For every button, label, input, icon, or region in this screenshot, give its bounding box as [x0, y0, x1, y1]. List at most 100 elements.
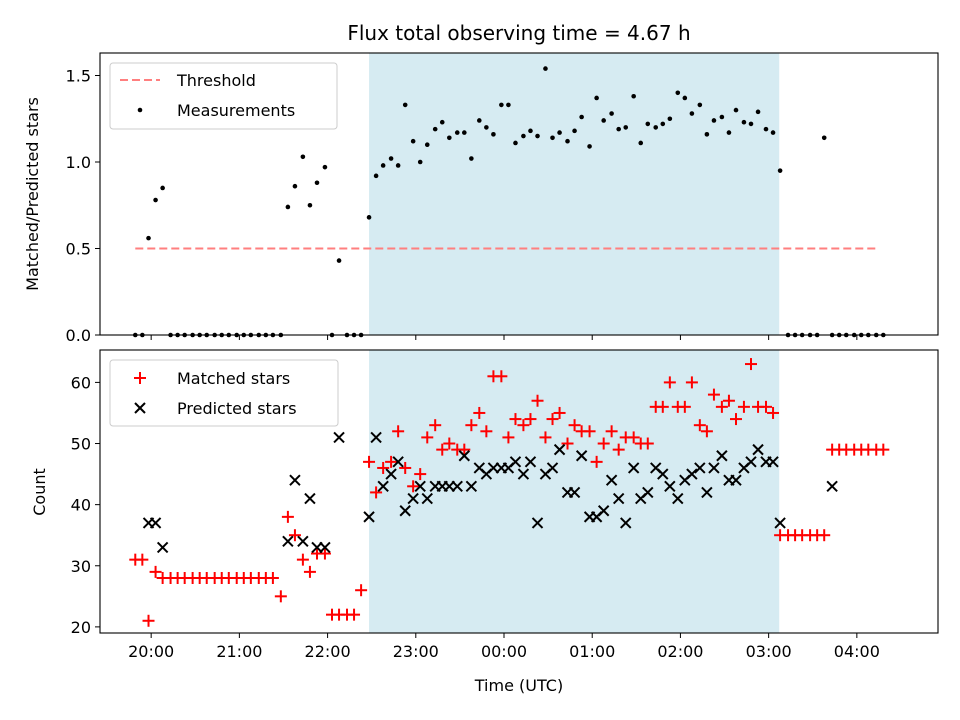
legend-predicted-swatch	[134, 402, 146, 414]
measurement-point	[623, 125, 629, 130]
measurement-point	[454, 130, 460, 135]
top-ytick-label-1: 0.5	[66, 239, 91, 258]
predicted-star-point	[509, 456, 522, 468]
measurement-point	[704, 132, 710, 137]
bottom-ytick-label-0: 20	[71, 618, 91, 637]
matched-star-point	[355, 584, 368, 597]
measurement-point	[579, 114, 584, 120]
matched-star-point	[370, 486, 383, 499]
measurement-point	[402, 102, 408, 108]
top-panel-frame	[99, 52, 939, 336]
matched-star-point	[524, 413, 537, 426]
matched-star-point	[377, 461, 390, 474]
matched-star-point	[407, 480, 420, 493]
measurement-point	[528, 128, 533, 134]
measurement-point	[572, 128, 577, 134]
matched-star-point	[465, 419, 478, 432]
measurement-point	[601, 118, 606, 123]
predicted-star-point	[716, 450, 728, 462]
predicted-star-point	[385, 468, 397, 480]
x-axis-label: Time (UTC)	[474, 676, 563, 695]
measurement-point	[645, 121, 651, 127]
matched-star-point	[436, 443, 449, 456]
matched-star-point	[539, 431, 552, 444]
matched-star-point	[142, 614, 155, 627]
predicted-star-point	[568, 486, 581, 499]
bottom-xtick-label-0: 20:00	[128, 642, 174, 661]
top-ytick-label-0: 0.0	[66, 326, 91, 345]
predicted-star-point	[465, 480, 478, 493]
matched-star-point	[266, 571, 279, 584]
bottom-xtick-label-8: 04:00	[834, 642, 880, 661]
predicted-star-point	[730, 474, 742, 486]
predicted-star-point	[826, 480, 838, 493]
measurement-point	[733, 107, 739, 113]
measurement-point	[653, 125, 659, 130]
matched-star-point	[274, 590, 287, 603]
predicted-star-point	[686, 468, 698, 480]
predicted-star-point	[620, 517, 632, 529]
measurement-point	[388, 156, 394, 161]
predicted-star-point	[657, 468, 669, 480]
predicted-star-point	[289, 474, 301, 486]
matched-star-point	[553, 406, 566, 419]
bottom-xtick-label-2: 22:00	[305, 642, 351, 661]
legend-threshold-label: Threshold	[176, 71, 256, 90]
matched-star-point	[700, 425, 713, 438]
matched-star-point	[443, 437, 456, 450]
measurement-point	[462, 130, 467, 135]
matched-star-point	[149, 565, 162, 578]
matched-star-point	[590, 455, 603, 468]
legend-matched-swatch	[134, 372, 146, 384]
matched-star-point	[877, 443, 890, 456]
measurement-point	[697, 102, 703, 108]
matched-star-point	[385, 455, 398, 468]
bottom-panel-frame	[99, 349, 939, 634]
matched-star-point	[502, 431, 515, 444]
bottom-ytick-label-2: 40	[71, 496, 91, 515]
measurement-point	[741, 119, 747, 125]
measurement-point	[638, 140, 644, 146]
predicted-star-point	[575, 450, 588, 462]
matched-star-point	[627, 431, 640, 444]
measurement-point	[447, 135, 452, 141]
bottom-panel-counts: 20 30 40 50 60 20:00 21:00 22:00 23:00 00:00 01:00…	[30, 349, 939, 695]
matched-star-point	[722, 394, 735, 407]
measurement-point	[631, 93, 636, 99]
predicted-star-point	[752, 443, 764, 456]
predicted-star-point	[774, 517, 786, 529]
matched-star-point	[568, 419, 581, 432]
predicted-star-point	[392, 456, 404, 468]
predicted-star-point	[399, 505, 411, 517]
matched-star-point	[678, 400, 691, 413]
measurement-point	[395, 163, 401, 168]
measurement-point	[616, 126, 621, 132]
predicted-star-point	[407, 492, 419, 505]
measurement-point	[484, 125, 489, 130]
measurement-point	[550, 135, 555, 141]
measurement-point	[336, 258, 342, 263]
predicted-star-point	[745, 456, 757, 468]
measurement-point	[373, 173, 379, 179]
measurement-point	[285, 204, 291, 210]
measurement-point	[660, 121, 666, 127]
matched-star-point	[136, 553, 149, 566]
predicted-star-point	[319, 541, 331, 554]
predicted-star-point	[642, 486, 654, 499]
matched-star-point	[693, 419, 706, 432]
bottom-xtick-label-7: 03:00	[746, 642, 792, 661]
matched-star-point	[818, 529, 831, 542]
measurement-point	[770, 130, 776, 135]
measurement-point	[366, 215, 372, 220]
measurement-point	[160, 185, 165, 191]
legend-matched-label: Matched stars	[177, 369, 290, 388]
measurement-point	[557, 130, 562, 135]
predicted-star-point	[297, 535, 309, 548]
matched-star-point	[729, 413, 742, 426]
predicted-star-point	[524, 456, 537, 468]
top-panel-ratio: 0.0 0.5 1.0 1.5 Matched/Predicted stars Thr…	[23, 52, 939, 345]
predicted-star-point	[627, 462, 640, 474]
measurement-point	[314, 180, 320, 186]
bottom-ytick-label-1: 30	[71, 557, 91, 576]
